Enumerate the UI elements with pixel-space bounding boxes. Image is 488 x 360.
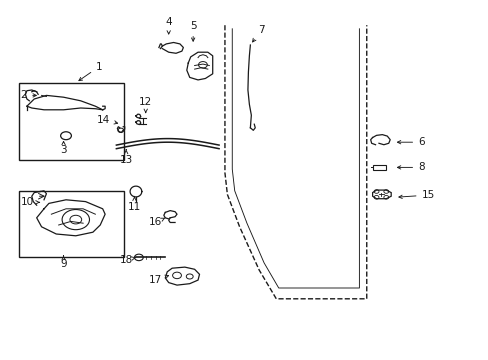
Text: 1: 1: [79, 62, 102, 81]
Text: 15: 15: [398, 190, 434, 200]
Text: 14: 14: [97, 114, 118, 125]
Text: 17: 17: [149, 275, 168, 285]
Text: 9: 9: [60, 256, 67, 269]
Text: 11: 11: [127, 197, 141, 212]
Text: 3: 3: [60, 141, 67, 156]
Bar: [372, 165, 386, 170]
Text: 4: 4: [165, 17, 172, 34]
Text: 13: 13: [119, 150, 133, 165]
Text: 10: 10: [20, 197, 40, 207]
Bar: [19, 191, 123, 257]
Text: 7: 7: [252, 24, 264, 42]
Text: 12: 12: [139, 96, 152, 113]
Text: 18: 18: [120, 255, 136, 265]
Bar: [19, 83, 123, 160]
Text: 5: 5: [189, 21, 196, 41]
Text: 6: 6: [397, 137, 424, 147]
Text: 16: 16: [149, 217, 165, 228]
Text: 8: 8: [397, 162, 424, 172]
Text: 2: 2: [20, 90, 36, 100]
